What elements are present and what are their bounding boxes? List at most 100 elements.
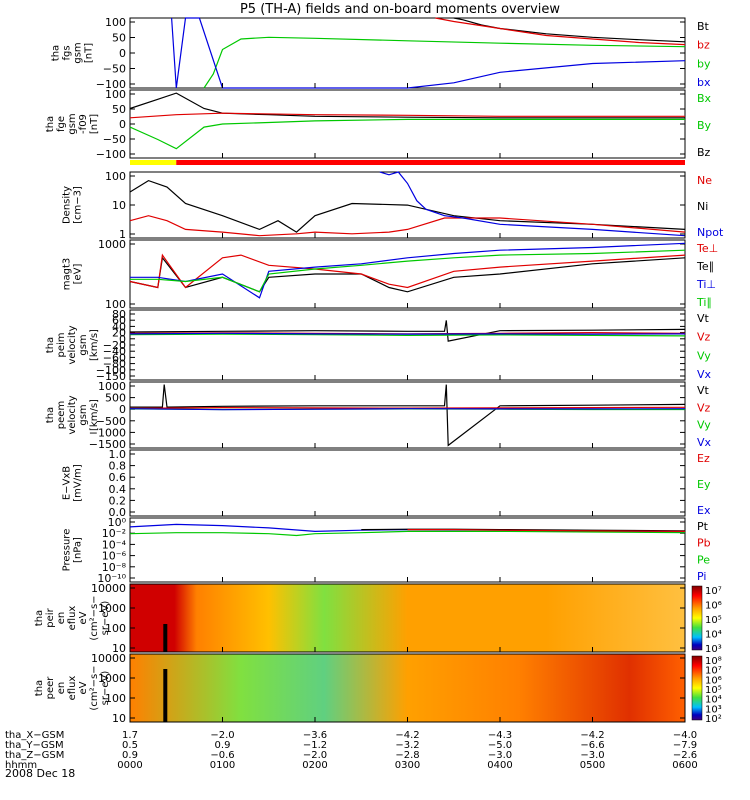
- panel-p3: 100 10 1 Density [cm−3] Ne Ni Npot: [62, 170, 724, 241]
- y-tick-label: 10⁻¹⁰: [97, 572, 126, 585]
- colorbar-tick-label: 10³: [705, 704, 722, 715]
- y-axis-label: eflux: [67, 676, 78, 701]
- legend-entry: Vz: [697, 401, 711, 414]
- series-bx: [171, 17, 686, 89]
- data-gap-p10: [163, 669, 168, 722]
- ephemeris-value: 0.5: [122, 740, 138, 751]
- y-axis-label: en: [56, 682, 67, 695]
- y-tick-label: −50: [103, 133, 126, 146]
- series-Ni: [129, 179, 686, 233]
- ephemeris-value: −2.6: [673, 750, 697, 761]
- frame-p1: [129, 17, 686, 89]
- panel-p9: 10⁷ 10⁶ 10⁵ 10⁴ 10³ 10000 1000 100 10 tha peir en ef…: [34, 582, 722, 655]
- date-label: 2008 Dec 18: [5, 767, 75, 780]
- legend-entry: Ni: [697, 200, 708, 213]
- ephemeris-value: −2.0: [210, 730, 234, 741]
- y-tick-label: 20: [112, 327, 126, 340]
- panel-p1: 100 50 0 −50 −100 tha fgs gsm [nT] Bt bz by bx: [51, 16, 711, 91]
- frame-p6: [129, 381, 686, 449]
- spectrogram-p9: [130, 584, 685, 652]
- ephemeris-row-label: hhmm: [5, 760, 37, 771]
- legend-entry: Pb: [697, 537, 711, 550]
- y-tick-label: 1000: [98, 602, 126, 615]
- y-tick-label: 0: [119, 333, 126, 346]
- ephemeris-value: −4.3: [488, 730, 512, 741]
- ephemeris-value: −7.9: [673, 740, 697, 751]
- frame-p7: [129, 449, 686, 517]
- colorbar-tick-label: 10⁶: [705, 601, 722, 612]
- ephemeris-value: 0.9: [215, 740, 231, 751]
- series-Vt: [129, 320, 686, 342]
- y-axis-label: gsm: [78, 334, 89, 355]
- ephemeris-value: −0.6: [210, 750, 234, 761]
- y-tick-label: 0: [119, 118, 126, 131]
- status-bar-red: [176, 160, 685, 165]
- legend-entry: Vx: [697, 436, 712, 449]
- series-Ne: [129, 215, 686, 237]
- y-tick-label: 10000: [91, 652, 126, 665]
- panel-p2: 100 50 0 −50 −100 tha fge gsm -f09 [nT] Bx By Bz: [45, 88, 712, 161]
- y-tick-label: 50: [112, 32, 126, 45]
- y-tick-label: 100: [105, 692, 126, 705]
- panel-p7: 1.00.80.60.40.20.0 E−VxB [mV/m] Ez Ey Ex: [62, 448, 711, 519]
- y-axis-label: fge: [56, 116, 67, 132]
- ephemeris-value: −4.2: [580, 730, 604, 741]
- frame-p5: [129, 309, 686, 381]
- ephemeris-value: −1.2: [303, 740, 327, 751]
- y-tick-label: −20: [103, 339, 126, 352]
- y-tick-label: 0.0: [109, 506, 127, 519]
- frame-p8: [129, 517, 686, 583]
- ephemeris-value: −6.6: [580, 740, 604, 751]
- y-axis-label: eflux: [67, 606, 78, 631]
- colorbar-tick-label: 10⁷: [705, 666, 722, 677]
- colorbar-p10: [691, 655, 703, 721]
- y-tick-label: −1000: [89, 426, 126, 439]
- series-bz: [435, 17, 686, 46]
- y-tick-label: 100: [105, 88, 126, 101]
- ephemeris-value: −2.8: [395, 750, 419, 761]
- y-tick-label: −1500: [89, 438, 126, 451]
- y-tick-label: 100: [105, 622, 126, 635]
- series-Vx: [129, 408, 686, 411]
- ephemeris-value: −4.0: [673, 730, 697, 741]
- y-tick-label: 80: [112, 308, 126, 321]
- y-tick-label: 10: [112, 199, 126, 212]
- y-axis-label: magt3: [62, 258, 73, 291]
- y-tick-label: 1.0: [109, 448, 127, 461]
- y-axis-label: Density: [62, 186, 73, 224]
- y-axis-label: fgs: [62, 45, 73, 60]
- series-Npot: [379, 171, 686, 237]
- legend-entry: Pi: [697, 570, 706, 583]
- y-axis-label: eV: [78, 611, 89, 624]
- series-Vz: [129, 406, 686, 409]
- y-axis-label: en: [56, 612, 67, 625]
- y-tick-label: −150: [96, 370, 126, 383]
- y-tick-label: 10: [112, 642, 126, 655]
- series-Vy: [129, 333, 686, 337]
- y-tick-label: −40: [103, 345, 126, 358]
- ephemeris-value: 0000: [117, 760, 142, 771]
- legend-entry: Bx: [697, 92, 712, 105]
- y-tick-label: 10⁰: [108, 516, 127, 529]
- frame-p2: [129, 89, 686, 159]
- y-tick-label: −100: [96, 364, 126, 377]
- y-tick-label: 0: [119, 403, 126, 416]
- ephemeris-value: 1.7: [122, 730, 138, 741]
- legend-entry: Vt: [697, 384, 710, 397]
- legend-entry: by: [697, 57, 711, 70]
- colorbar-tick-label: 10²: [705, 714, 722, 725]
- ephemeris-value: 0500: [580, 760, 605, 771]
- y-axis-label: gsm: [73, 42, 84, 63]
- series-Te⊥: [129, 253, 686, 289]
- y-tick-label: −80: [103, 358, 126, 371]
- colorbar-tick-label: 10⁴: [705, 630, 722, 641]
- y-axis-label: tha: [34, 610, 45, 626]
- series-by: [203, 36, 686, 89]
- y-axis-label: sr−eV): [100, 601, 111, 636]
- legend-entry: Ti⊥: [696, 278, 716, 291]
- y-tick-label: 1: [119, 228, 126, 241]
